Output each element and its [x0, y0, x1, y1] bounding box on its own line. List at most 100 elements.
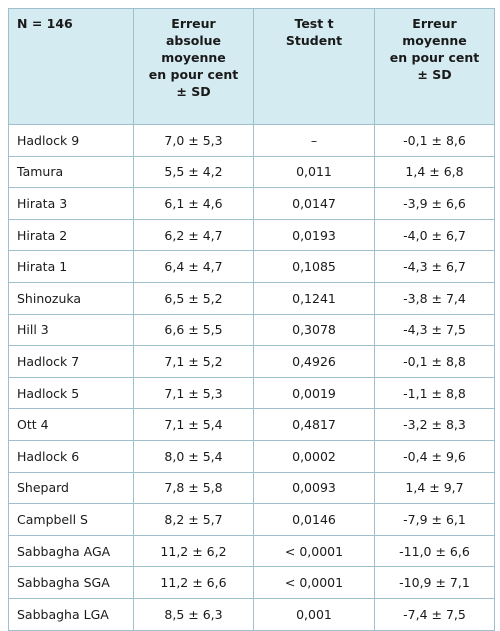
table-cell: 7,0 ± 5,3 [133, 124, 254, 157]
header-line: Erreur [412, 16, 457, 31]
table-cell: < 0,0001 [253, 534, 375, 568]
table-cell: -4,3 ± 6,7 [374, 250, 495, 283]
table-cell: 0,1241 [253, 281, 375, 315]
table-cell: 0,001 [253, 597, 375, 631]
table-cell: -0,1 ± 8,8 [374, 345, 495, 378]
table-cell: Hadlock 7 [8, 345, 134, 378]
header-cell: Erreur moyenne en pour cent ± SD [374, 8, 495, 125]
table-cell: -3,8 ± 7,4 [374, 281, 495, 315]
table-cell: Hill 3 [8, 313, 134, 347]
table-row: Hirata 3 6,1 ± 4,6 0,0147 -3,9 ± 6,6 [8, 187, 495, 220]
table-row: Hirata 2 6,2 ± 4,7 0,0193 -4,0 ± 6,7 [8, 218, 495, 252]
table-row: Hill 3 6,6 ± 5,5 0,3078 -4,3 ± 7,5 [8, 313, 495, 347]
table-row: Hadlock 7 7,1 ± 5,2 0,4926 -0,1 ± 8,8 [8, 345, 495, 378]
table-cell: 8,2 ± 5,7 [133, 503, 254, 536]
table-cell: Sabbagha AGA [8, 534, 134, 568]
table-row: Shepard 7,8 ± 5,8 0,0093 1,4 ± 9,7 [8, 471, 495, 505]
header-line: Test t [294, 16, 334, 31]
table-cell: 8,5 ± 6,3 [133, 597, 254, 631]
table-body: N = 146 Erreur absolue moyenne en pour cent ±… [8, 8, 495, 631]
header-line: moyenne [402, 33, 467, 48]
table-cell: 6,2 ± 4,7 [133, 218, 254, 252]
table-cell: 7,1 ± 5,2 [133, 345, 254, 378]
header-row: N = 146 Erreur absolue moyenne en pour cent ±… [8, 8, 495, 125]
header-line: Erreur [171, 16, 216, 31]
table-row: Sabbagha SGA 11,2 ± 6,6 < 0,0001 -10,9 ± 7,… [8, 566, 495, 599]
table-row: Hadlock 5 7,1 ± 5,3 0,0019 -1,1 ± 8,8 [8, 376, 495, 410]
table-cell: 6,6 ± 5,5 [133, 313, 254, 347]
table-cell: 8,0 ± 5,4 [133, 439, 254, 473]
table-cell: Tamura [8, 155, 134, 189]
header-line: Student [285, 33, 343, 48]
table-cell: 0,0147 [253, 187, 375, 220]
table-cell: 7,8 ± 5,8 [133, 471, 254, 505]
table-cell: < 0,0001 [253, 566, 375, 599]
table-row: Ott 4 7,1 ± 5,4 0,4817 -3,2 ± 8,3 [8, 408, 495, 441]
table-cell: Hadlock 5 [8, 376, 134, 410]
table-cell: 1,4 ± 6,8 [374, 155, 495, 189]
table-cell: – [253, 124, 375, 157]
table-row: Hirata 1 6,4 ± 4,7 0,1085 -4,3 ± 6,7 [8, 250, 495, 283]
header-line: ± SD [176, 84, 211, 99]
table-cell: 0,1085 [253, 250, 375, 283]
header-line: en pour cent [148, 67, 239, 82]
table-cell: -1,1 ± 8,8 [374, 376, 495, 410]
table-cell: 7,1 ± 5,3 [133, 376, 254, 410]
table-cell: 0,4817 [253, 408, 375, 441]
table-cell: Hadlock 9 [8, 124, 134, 157]
data-table: N = 146 Erreur absolue moyenne en pour cent ±… [8, 8, 495, 631]
table-cell: Shepard [8, 471, 134, 505]
table-cell: 6,1 ± 4,6 [133, 187, 254, 220]
table-cell: -11,0 ± 6,6 [374, 534, 495, 568]
header-cell: Erreur absolue moyenne en pour cent ± SD [133, 8, 254, 125]
header-line: absolue [165, 33, 222, 48]
table-cell: 0,0002 [253, 439, 375, 473]
table-cell: Hirata 1 [8, 250, 134, 283]
table-cell: 11,2 ± 6,2 [133, 534, 254, 568]
table-cell: -4,3 ± 7,5 [374, 313, 495, 347]
table-row: Tamura 5,5 ± 4,2 0,011 1,4 ± 6,8 [8, 155, 495, 189]
table-cell: -0,1 ± 8,6 [374, 124, 495, 157]
header-line: en pour cent [389, 50, 480, 65]
table-cell: Ott 4 [8, 408, 134, 441]
table-cell: -7,4 ± 7,5 [374, 597, 495, 631]
table-cell: Campbell S [8, 503, 134, 536]
table-cell: Shinozuka [8, 281, 134, 315]
table-cell: 0,3078 [253, 313, 375, 347]
table-cell: 0,011 [253, 155, 375, 189]
table-cell: -0,4 ± 9,6 [374, 439, 495, 473]
table-cell: 0,0093 [253, 471, 375, 505]
table-cell: 0,4926 [253, 345, 375, 378]
header-cell: Test t Student [253, 8, 375, 125]
table-row: Hadlock 6 8,0 ± 5,4 0,0002 -0,4 ± 9,6 [8, 439, 495, 473]
table-row: Shinozuka 6,5 ± 5,2 0,1241 -3,8 ± 7,4 [8, 281, 495, 315]
table-cell: -7,9 ± 6,1 [374, 503, 495, 536]
table-cell: Sabbagha LGA [8, 597, 134, 631]
header-cell: N = 146 [8, 8, 134, 125]
table-cell: -3,9 ± 6,6 [374, 187, 495, 220]
table-cell: Sabbagha SGA [8, 566, 134, 599]
table-cell: 0,0019 [253, 376, 375, 410]
table-cell: -10,9 ± 7,1 [374, 566, 495, 599]
table-row: Sabbagha LGA 8,5 ± 6,3 0,001 -7,4 ± 7,5 [8, 597, 495, 631]
table-row: Hadlock 9 7,0 ± 5,3– -0,1 ± 8,6 [8, 124, 495, 157]
table-cell: 6,4 ± 4,7 [133, 250, 254, 283]
table-cell: 0,0146 [253, 503, 375, 536]
table-cell: Hirata 2 [8, 218, 134, 252]
header-line: moyenne [161, 50, 226, 65]
table-cell: Hadlock 6 [8, 439, 134, 473]
table-cell: -3,2 ± 8,3 [374, 408, 495, 441]
table-row: Sabbagha AGA 11,2 ± 6,2 < 0,0001 -11,0 ± 6,… [8, 534, 495, 568]
table-cell: Hirata 3 [8, 187, 134, 220]
header-line: N = 146 [17, 16, 73, 31]
table-cell: 11,2 ± 6,6 [133, 566, 254, 599]
table-cell: -4,0 ± 6,7 [374, 218, 495, 252]
table-cell: 6,5 ± 5,2 [133, 281, 254, 315]
table-cell: 0,0193 [253, 218, 375, 252]
table-row: Campbell S 8,2 ± 5,7 0,0146 -7,9 ± 6,1 [8, 503, 495, 536]
table-cell: 1,4 ± 9,7 [374, 471, 495, 505]
table-cell: 5,5 ± 4,2 [133, 155, 254, 189]
header-line: ± SD [417, 67, 452, 82]
table-cell: 7,1 ± 5,4 [133, 408, 254, 441]
